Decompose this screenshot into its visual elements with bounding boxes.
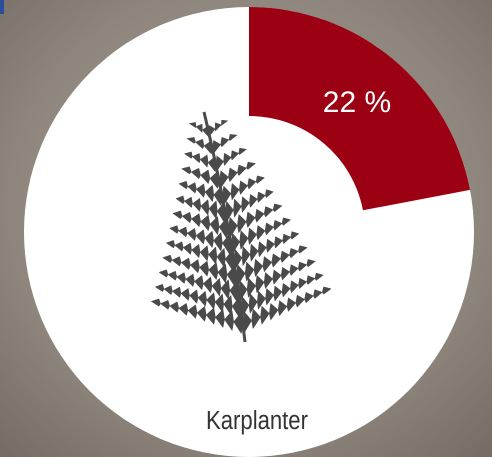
fern-pinna [242,286,332,334]
fern-pinna [238,259,316,303]
pie-segment [249,7,471,211]
fern-pinna [154,283,242,319]
corner-mark [0,0,4,14]
pie-marks [249,7,471,211]
fern-pinna [212,134,238,154]
fern-pinna [215,147,247,172]
fern-pinna [208,119,229,138]
fern-pinna [175,195,226,224]
fern-pinna [188,122,210,138]
fern-pinna [233,231,300,271]
fern-pinna [219,161,257,189]
fern-pinna [230,217,292,255]
fern-pinna [240,272,324,319]
fern-pinna [183,151,217,173]
fern-pinna [178,180,223,207]
fern-pinna [169,225,232,256]
fern-pinna [150,298,244,335]
fern-pinna [186,137,213,155]
fern-pinna [225,189,274,223]
fern-pinna [165,240,235,272]
value-label: 22 % [323,86,391,119]
fern-pinna [181,166,220,190]
fern-pinna [162,254,237,288]
fern-pinna [236,245,308,287]
fern-pinna [222,175,266,206]
fern-pinna [172,210,229,240]
category-label: Karplanter [206,406,308,435]
fern-pinna [158,269,239,303]
fern-icon [150,111,332,343]
fern-pinna [228,203,283,239]
